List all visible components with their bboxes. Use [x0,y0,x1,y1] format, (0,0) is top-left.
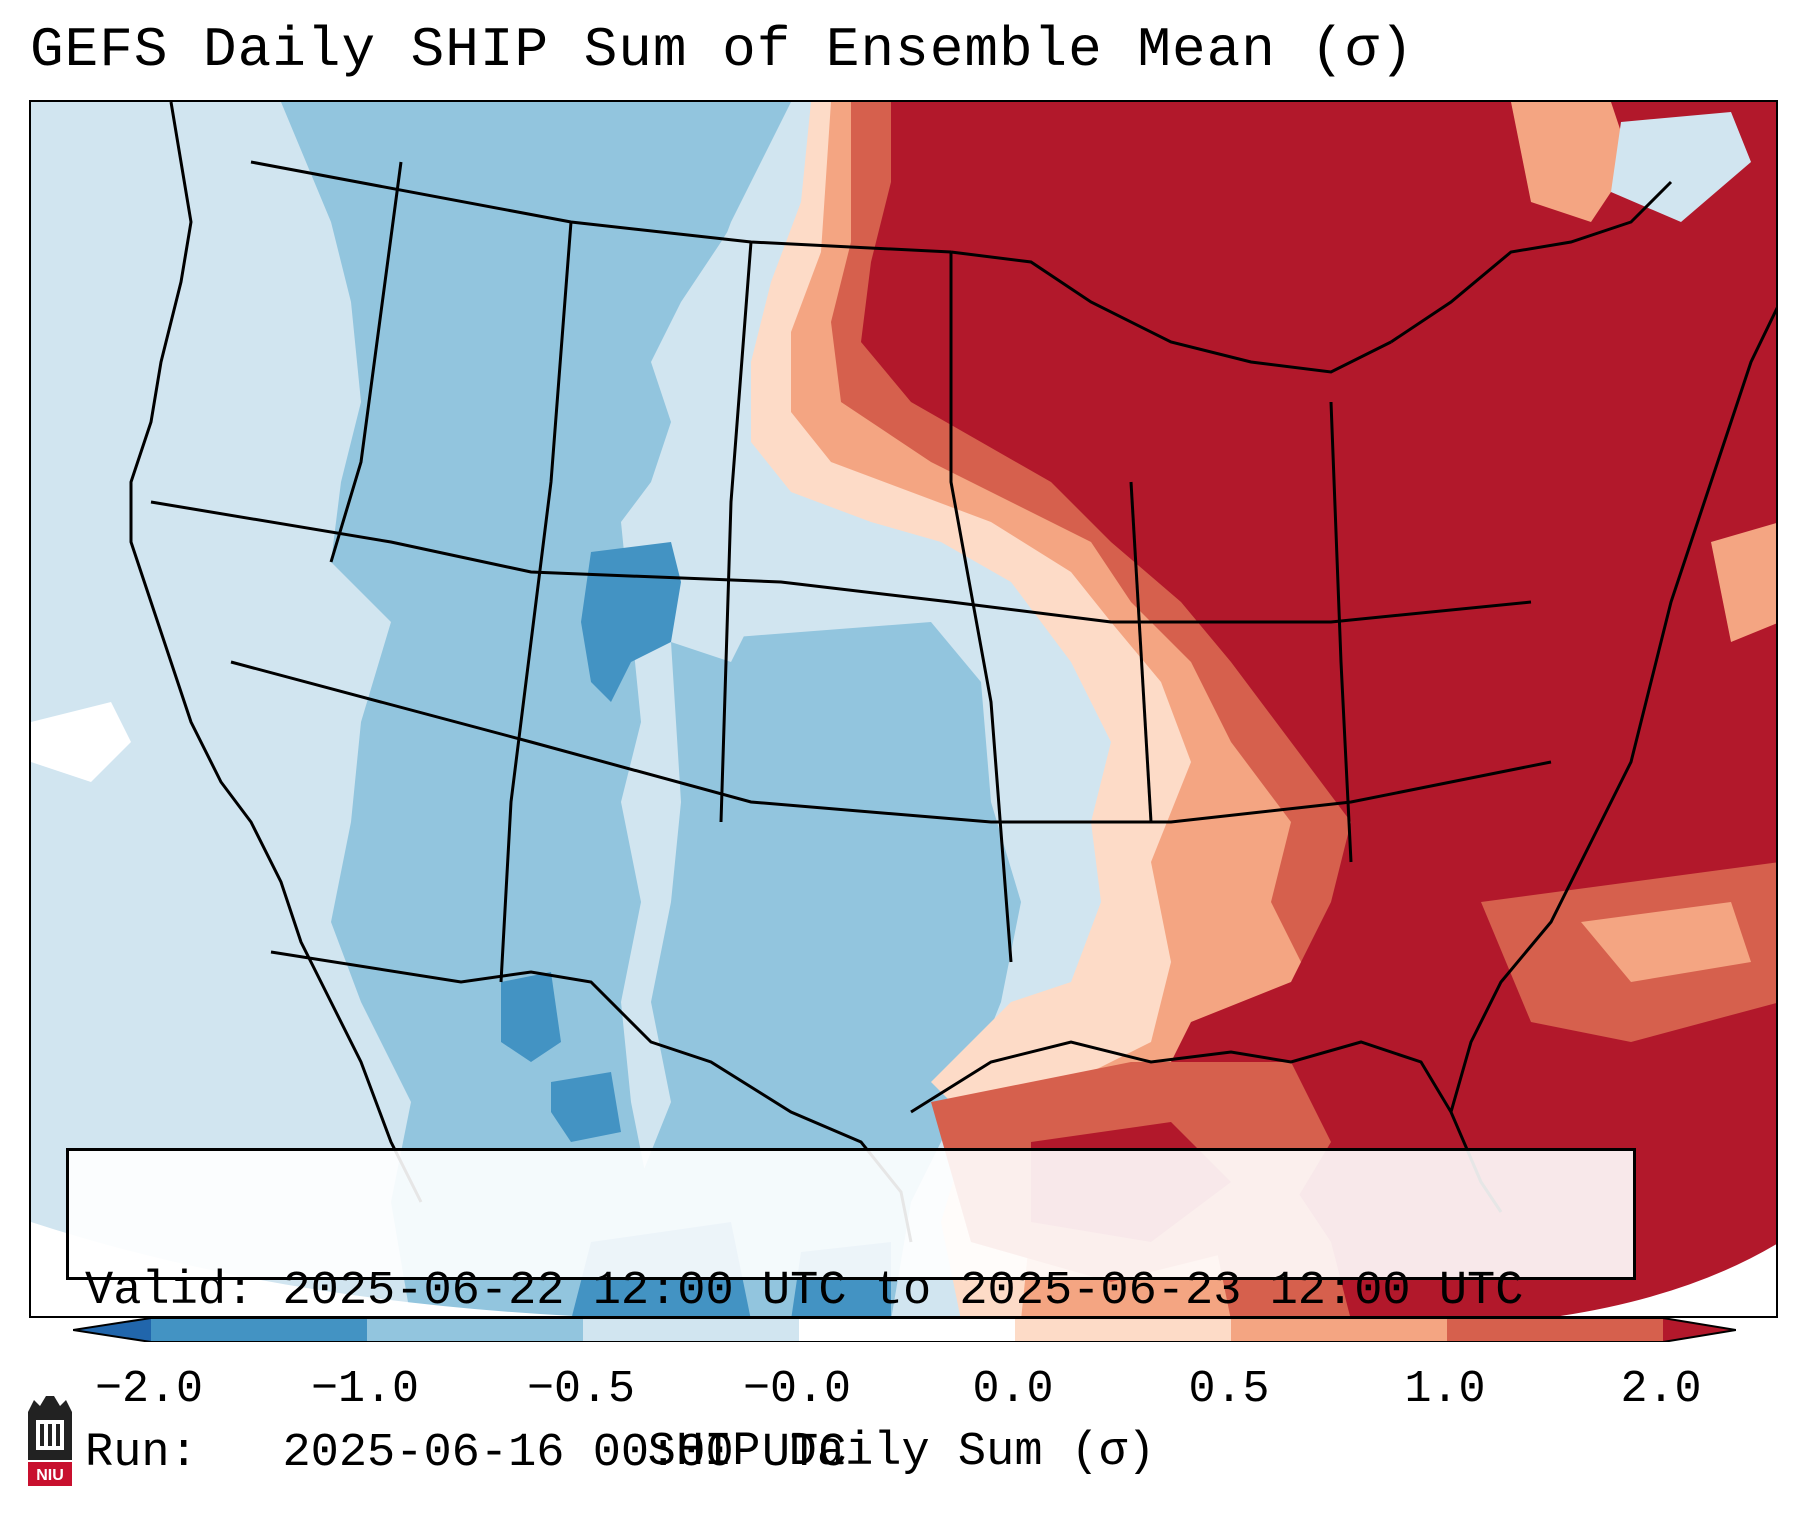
projection-edge-left [31,1222,575,1316]
colorbar-bin-5 [1015,1318,1231,1342]
field-atlantic-salmon-north [1711,523,1776,642]
gulf-coastline [910,1040,1503,1213]
colorbar-bin-2 [367,1318,583,1342]
run-time-text: 2025-06-16 00:00 UTC [282,1427,847,1480]
chart-title: GEFS Daily SHIP Sum of Ensemble Mean (σ) [30,18,1415,82]
colorbar-over-arrow [1663,1318,1736,1342]
valid-row: Valid: 2025-06-22 12:00 UTC to 2025-06-2… [85,1265,1633,1319]
state-border-2 [499,221,573,983]
field-atlantic-salmon [1581,902,1751,982]
colorbar-tick-label: −2.0 [94,1364,204,1415]
colorbar-under-arrow [73,1318,151,1342]
colorbar-bin-1 [151,1318,367,1342]
state-border-6 [230,660,1552,824]
canada-border-great-lakes [950,250,1392,374]
field-canada-light-blue [1611,112,1751,222]
colorbar-tick-label: −0.5 [526,1364,636,1415]
state-border-1 [329,161,403,563]
field-dark-blue-mexico1 [501,972,561,1062]
colorbar-bin-4 [799,1318,1015,1342]
field-dark-blue-colorado [581,542,681,702]
state-border-5 [150,500,1532,624]
atlantic-coastline [1449,306,1776,1113]
logo-text: NIU [36,1467,64,1484]
map-panel [29,100,1778,1318]
run-label: Run: [85,1427,283,1480]
colorbar-tick-label: −0.0 [742,1364,852,1415]
boundaries [129,102,1776,1243]
state-border-7 [1129,481,1153,823]
field-medium-blue-west [281,102,791,1316]
field-dark-blue-mexico2 [551,1072,621,1142]
projection-edge-right [1560,1244,1776,1316]
canada-border-east [1390,180,1673,344]
colorbar-tick-label: 0.0 [972,1364,1054,1415]
state-border-3 [719,241,753,823]
colorbar-tick-label: 1.0 [1404,1364,1486,1415]
colorbar-bin-6 [1231,1318,1447,1342]
colorbar-axis-label: SHIP Daily Sum (σ) [647,1426,1156,1479]
pacific-coastline [129,102,423,1203]
valid-run-info-box: Valid: 2025-06-22 12:00 UTC to 2025-06-2… [66,1148,1636,1480]
state-border-4 [949,252,1013,963]
colorbar [73,1318,1736,1342]
run-row: Run: 2025-06-16 00:00 UTC [85,1427,1633,1481]
valid-label: Valid: [85,1265,283,1318]
ship-field-map [31,102,1776,1316]
state-border-8 [1329,401,1353,863]
colorbar-bin-3 [583,1318,799,1342]
colorbar-tick-label: −1.0 [310,1364,420,1415]
field-canada-salmon [1511,102,1631,222]
field-missing-patch [31,702,131,782]
canada-border-west [250,160,952,254]
colorbar-bin-7 [1447,1318,1663,1342]
colorbar-tick-label: 2.0 [1620,1364,1702,1415]
niu-logo: NIU [28,1396,72,1486]
valid-time-text: 2025-06-22 12:00 UTC to 2025-06-23 12:00… [282,1265,1524,1318]
colorbar-tick-label: 0.5 [1188,1364,1270,1415]
